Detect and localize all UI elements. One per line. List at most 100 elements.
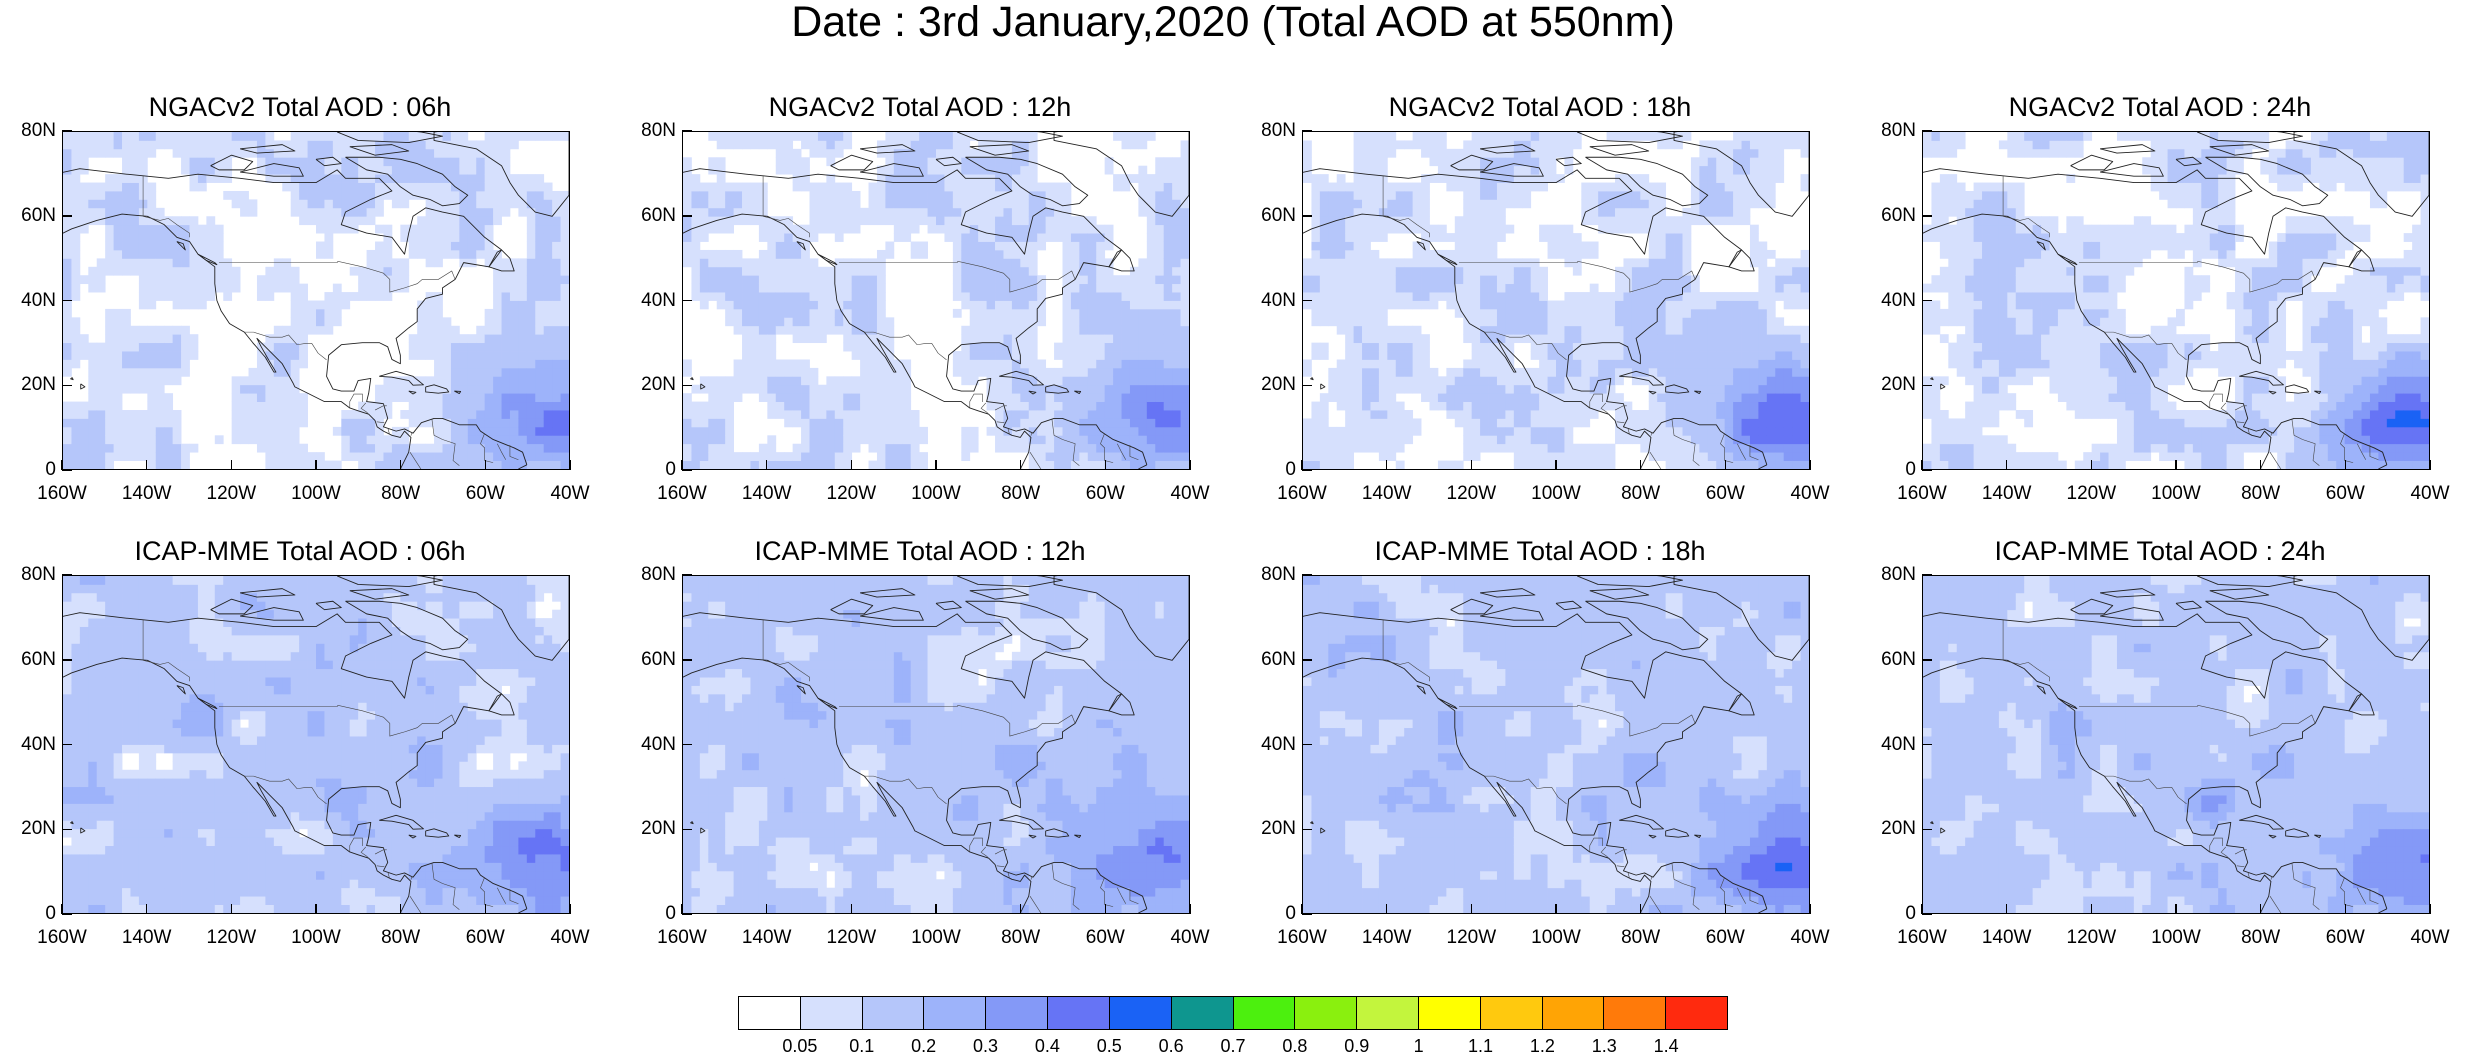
colorbar-swatch: [1418, 997, 1481, 1029]
map-plot-area: [682, 575, 1190, 914]
colorbar-swatch: [800, 997, 863, 1029]
lon-label: 80W: [1001, 483, 1041, 504]
lon-tick: [2005, 460, 2008, 470]
lat-label: 0: [1905, 903, 1916, 924]
lon-label: 160W: [1897, 927, 1947, 948]
lat-tick: [1922, 913, 1932, 915]
lon-tick: [1104, 460, 1107, 470]
lon-tick: [61, 460, 63, 470]
lat-tick: [62, 659, 72, 661]
lat-tick: [1302, 469, 1312, 471]
map-plot-area: [1302, 575, 1810, 914]
panel-title: NGACv2 Total AOD : 24h: [2008, 92, 2312, 122]
lat-label: 40N: [641, 733, 676, 755]
lon-label: 160W: [1897, 483, 1947, 504]
lon-label: 80W: [2241, 927, 2281, 948]
aod-shading: [1303, 576, 1809, 913]
lon-tick: [2005, 904, 2008, 914]
country-borders: [1382, 175, 1759, 469]
lat-tick: [1302, 299, 1312, 302]
lon-label: 40W: [1170, 927, 1210, 948]
lat-label: 20N: [641, 818, 676, 840]
lon-label: 160W: [657, 483, 707, 504]
lon-label: 100W: [291, 483, 341, 504]
lon-label: 140W: [1361, 483, 1412, 504]
lat-tick: [1302, 913, 1312, 915]
lon-tick: [1019, 904, 1022, 914]
lon-label: 60W: [465, 927, 505, 948]
lat-tick: [682, 743, 692, 746]
lat-tick: [1302, 659, 1312, 661]
coastlines: [683, 576, 1189, 913]
coastlines: [1303, 132, 1809, 469]
lat-label: 60N: [21, 204, 56, 226]
lon-label: 80W: [381, 483, 421, 504]
lat-label: 60N: [1881, 648, 1916, 670]
colorbar-label: 1.2: [1529, 1036, 1555, 1056]
lon-label: 140W: [121, 927, 172, 948]
lon-tick: [1921, 904, 1923, 914]
lat-label: 60N: [641, 648, 676, 670]
lat-tick: [1922, 384, 1932, 386]
lon-tick: [315, 904, 317, 914]
lon-label: 100W: [291, 927, 341, 948]
country-borders: [142, 175, 519, 469]
lat-label: 80N: [641, 564, 676, 585]
lat-tick: [1922, 828, 1932, 830]
lon-label: 140W: [1361, 927, 1412, 948]
lon-label: 100W: [911, 483, 961, 504]
panel-title: ICAP-MME Total AOD : 06h: [134, 536, 466, 566]
aod-shading: [683, 132, 1189, 469]
lat-label: 20N: [21, 374, 56, 396]
lon-label: 120W: [1446, 483, 1497, 504]
colorbar-swatch: [1171, 997, 1234, 1029]
colorbar-swatch: [739, 997, 801, 1029]
lat-label: 80N: [21, 120, 56, 141]
lat-label: 80N: [1881, 120, 1916, 141]
lat-tick: [1302, 828, 1312, 830]
lat-label: 0: [665, 903, 676, 924]
lat-tick: [1302, 130, 1312, 132]
lon-tick: [1301, 904, 1303, 914]
colorbar-swatch: [1604, 997, 1667, 1029]
lon-tick: [935, 904, 937, 914]
map-panel: ICAP-MME Total AOD : 24h 80N 60N 40N 20N 0 160…: [1860, 534, 2460, 954]
map-panel: NGACv2 Total AOD : 24h 80N 60N 40N 20N 0 160W 1…: [1860, 90, 2460, 510]
map-panel: ICAP-MME Total AOD : 12h 80N 60N 40N 20N 0 160…: [620, 534, 1220, 954]
lat-tick: [62, 828, 72, 830]
lon-tick: [681, 904, 683, 914]
lat-tick: [682, 659, 692, 661]
lon-tick: [1724, 460, 1727, 470]
lon-label: 60W: [2325, 483, 2365, 504]
map-panel: NGACv2 Total AOD : 12h 80N 60N 40N 20N 0 160W 1…: [620, 90, 1220, 510]
lon-label: 40W: [1790, 483, 1830, 504]
lon-label: 60W: [2325, 927, 2365, 948]
lat-tick: [1922, 659, 1932, 661]
map-plot-area: [1922, 575, 2430, 914]
colorbar-swatch: [1666, 997, 1727, 1029]
colorbar-label: 1: [1413, 1036, 1424, 1056]
colorbar-label: 0.3: [972, 1036, 999, 1056]
lon-tick: [2175, 904, 2177, 914]
figure-title: Date : 3rd January,2020 (Total AOD at 55…: [791, 0, 1675, 46]
lon-tick: [2090, 460, 2093, 470]
lon-label: 80W: [1001, 927, 1041, 948]
colorbar-swatch: [862, 997, 925, 1029]
lon-label: 40W: [2410, 927, 2450, 948]
lon-tick: [230, 904, 233, 914]
colorbar-label: 0.1: [849, 1036, 875, 1056]
lat-label: 40N: [641, 289, 676, 311]
lon-label: 140W: [1981, 927, 2032, 948]
lat-label: 80N: [1261, 120, 1296, 141]
lon-tick: [1470, 904, 1473, 914]
lon-label: 100W: [911, 927, 961, 948]
aod-map: [63, 132, 569, 469]
lat-tick: [682, 299, 692, 302]
lon-tick: [765, 904, 768, 914]
lon-tick: [1724, 904, 1727, 914]
lon-label: 160W: [1277, 483, 1327, 504]
map-plot-area: [62, 131, 570, 470]
lon-tick: [399, 904, 402, 914]
lon-label: 140W: [121, 483, 172, 504]
colorbar-swatch: [986, 997, 1049, 1029]
